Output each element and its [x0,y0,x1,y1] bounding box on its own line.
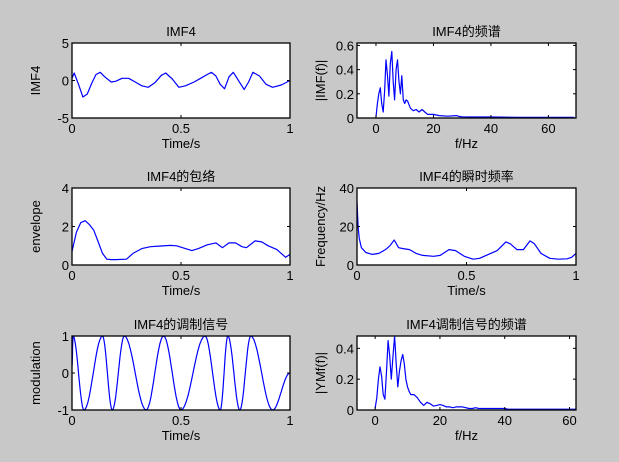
y-tick-label: 0 [347,403,354,418]
x-tick-label: 60 [541,121,555,136]
x-axis-label: Time/s [162,428,201,443]
subplot-imf4-spectrum: 0 20 40 60 0 0.2 0.4 0.6 IMF4的频谱 f/Hz |IMF(f)| [313,24,577,151]
x-tick-label: 0.5 [172,268,190,283]
y-tick-label: 0.4 [336,341,354,356]
data-line [72,71,290,98]
data-line [357,201,576,260]
x-tick-label: 1 [286,268,293,283]
x-tick-label: 40 [484,121,498,136]
subplot-imf4-modulation-spectrum: 0 20 40 60 0 0.2 0.4 IMF4调制信号的频谱 f/Hz |YMf(f)| [313,317,577,443]
plot-title: IMF4调制信号的频谱 [406,317,527,332]
y-tick-label: -5 [57,111,69,126]
y-tick-label: 40 [340,181,354,196]
y-tick-label: 1 [62,329,69,344]
axes-frame [356,335,577,411]
x-tick-label: 0 [68,413,75,428]
axes-area [357,336,576,410]
x-tick-label: 60 [562,413,576,428]
x-tick-label: 1 [572,268,579,283]
axes-area [72,43,290,118]
y-tick-label: 0.2 [336,372,354,387]
plot-title: IMF4 [166,24,196,39]
x-tick-label: 0 [68,121,75,136]
y-tick-label: 5 [62,36,69,51]
x-axis-label: Time/s [447,283,486,298]
x-tick-label: 40 [497,413,511,428]
x-tick-label: 20 [426,121,440,136]
plot-title: IMF4的包络 [147,169,216,184]
x-axis-label: f/Hz [455,428,478,443]
y-axis-label: |IMF(f)| [313,60,328,101]
axes-area [72,336,290,410]
y-tick-label: 0.2 [336,87,354,102]
y-axis-label: |YMf(f)| [313,352,328,394]
data-line [375,50,575,119]
x-tick-label: 20 [433,413,447,428]
plot-title: IMF4的频谱 [432,24,501,39]
x-tick-label: 0.5 [172,121,190,136]
y-axis-label: modulation [28,341,43,405]
axes-area [357,188,576,265]
y-tick-label: 20 [340,220,354,235]
x-axis-label: Time/s [162,283,201,298]
plot-title: IMF4的瞬时频率 [419,169,514,184]
y-tick-label: 0.6 [336,38,354,53]
y-axis-label: Frequency/Hz [313,186,328,267]
x-axis-label: f/Hz [455,136,478,151]
y-axis-label: envelope [28,200,43,253]
plot-title: IMF4的调制信号 [134,317,229,332]
x-tick-label: 0 [68,268,75,283]
x-tick-label: 0.5 [457,268,475,283]
x-tick-label: 0 [372,413,379,428]
data-line [374,335,576,410]
y-tick-label: 0 [62,258,69,273]
x-tick-label: 0 [353,268,360,283]
y-tick-label: 0.4 [336,63,354,78]
axes-area [72,188,290,265]
data-line [72,220,290,261]
x-axis-label: Time/s [162,136,201,151]
y-tick-label: 0 [62,74,69,89]
y-tick-label: 0 [347,111,354,126]
x-tick-label: 0.5 [172,413,190,428]
x-tick-label: 0 [372,121,379,136]
subplot-imf4-instantaneous-frequency: 0 0.5 1 0 20 40 IMF4的瞬时频率 Time/s Frequency/Hz [313,169,580,298]
y-axis-label: IMF4 [28,66,43,96]
data-line [72,335,290,411]
y-tick-label: 0 [62,366,69,381]
y-tick-label: -1 [57,403,69,418]
y-tick-label: 0 [347,258,354,273]
axes-frame [356,42,577,119]
x-tick-label: 1 [286,121,293,136]
y-tick-label: 2 [62,220,69,235]
x-tick-label: 1 [286,413,293,428]
y-tick-label: 4 [62,181,69,196]
subplot-imf4-envelope: 0 0.5 1 0 2 4 IMF4的包络 Time/s envelope [28,169,294,298]
